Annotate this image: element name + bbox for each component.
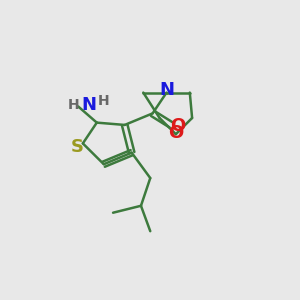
Text: N: N [159,81,174,99]
Text: O: O [168,124,184,142]
Text: H: H [68,98,79,112]
Text: H: H [98,94,109,108]
Text: N: N [81,96,96,114]
Text: S: S [70,138,83,156]
Text: O: O [170,117,186,135]
